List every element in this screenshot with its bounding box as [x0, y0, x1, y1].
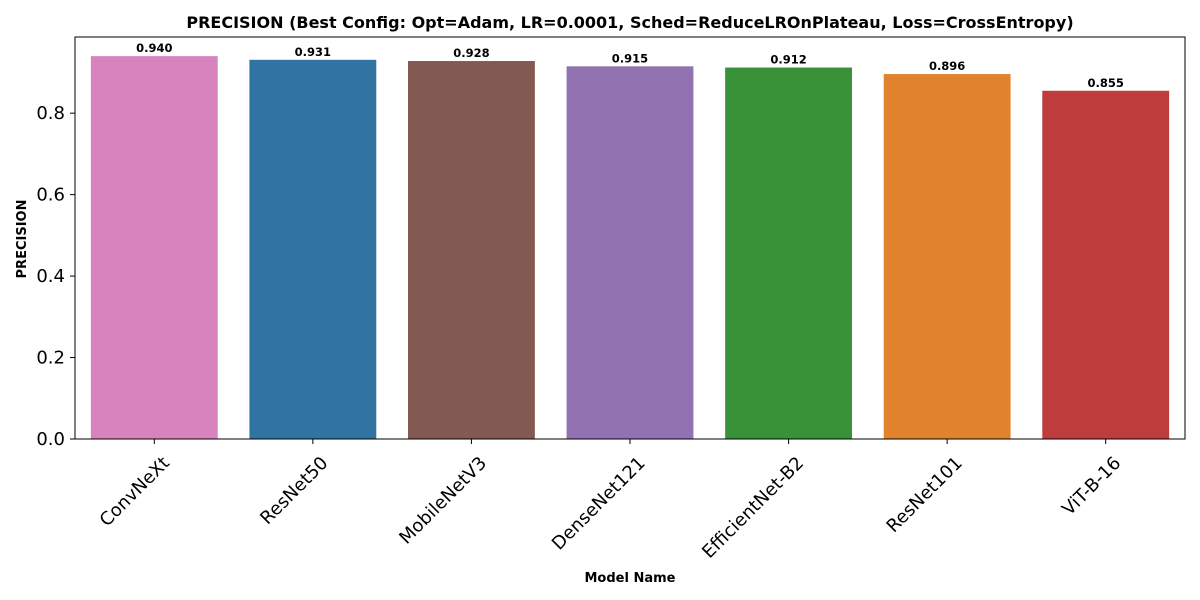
value-label: 0.928 [453, 46, 489, 60]
value-label: 0.931 [295, 45, 331, 59]
y-tick-label: 0.4 [36, 266, 65, 287]
plot-frame [74, 36, 1186, 440]
bar-resnet50 [249, 59, 377, 440]
value-label: 0.940 [136, 41, 172, 55]
x-tick-label: EfficientNet-B2 [698, 453, 808, 563]
bar-mobilenetv3 [408, 61, 535, 439]
x-tick-label: MobileNetV3 [395, 453, 491, 549]
value-label: 0.896 [929, 59, 965, 73]
value-label: 0.912 [770, 53, 806, 67]
y-axis-ticks: 0.0 0.2 0.4 0.6 0.8 [36, 103, 75, 450]
x-tick-label: DenseNet121 [548, 453, 650, 555]
value-label: 0.855 [1088, 76, 1124, 90]
y-tick-label: 0.6 [36, 185, 65, 206]
x-axis-label: Model Name [585, 571, 676, 586]
x-tick-label: ViT-B-16 [1058, 453, 1125, 520]
value-label: 0.915 [612, 51, 648, 65]
x-tick-label: ResNet50 [256, 453, 332, 529]
x-axis-ticks: ConvNeXt ResNet50 MobileNetV3 DenseNet121 Ef… [96, 439, 1125, 563]
chart-title: PRECISION (Best Config: Opt=Adam, LR=0.0… [186, 13, 1073, 32]
bar-resnet101 [883, 74, 1011, 439]
y-tick-label: 0.2 [36, 348, 65, 369]
bar-vit-b-16 [1042, 90, 1170, 440]
bar-densenet121 [566, 66, 694, 439]
x-tick-label: ConvNeXt [96, 453, 174, 531]
x-tick-label: ResNet101 [883, 453, 967, 537]
bars-layer [90, 56, 1170, 440]
y-tick-label: 0.0 [36, 429, 65, 450]
y-axis-label: PRECISION [15, 200, 30, 279]
value-labels-layer: 0.940 0.931 0.928 0.915 0.912 0.896 0.855 [136, 41, 1124, 90]
bar-convnext [90, 56, 218, 440]
bar-efficientnet-b2 [725, 67, 852, 439]
y-tick-label: 0.8 [36, 103, 65, 124]
